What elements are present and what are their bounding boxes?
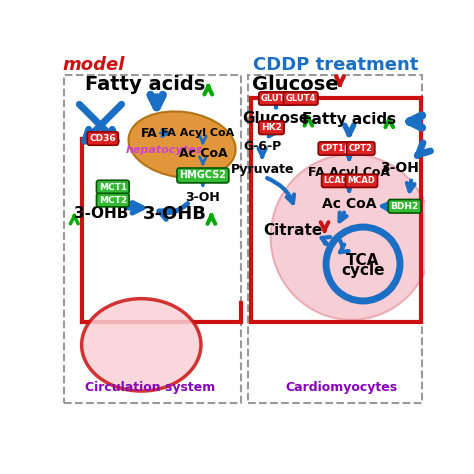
Text: CD36: CD36 [90, 134, 116, 143]
Ellipse shape [271, 154, 432, 320]
Text: 3-OHB: 3-OHB [74, 207, 128, 221]
Text: 3-OH: 3-OH [185, 191, 220, 203]
Text: Fatty acids: Fatty acids [85, 75, 205, 94]
Text: HMGCS2: HMGCS2 [179, 171, 227, 181]
Text: Cardiomyocytes: Cardiomyocytes [285, 381, 398, 394]
Text: MCAD: MCAD [347, 176, 375, 185]
Text: Glucose: Glucose [242, 111, 310, 126]
Text: FA Acyl CoA: FA Acyl CoA [308, 166, 390, 179]
Bar [248, 75, 421, 402]
Text: BDH2: BDH2 [391, 202, 419, 211]
Text: 3-OHB: 3-OHB [143, 205, 206, 223]
Text: MCT1: MCT1 [99, 182, 127, 191]
Text: Circulation system: Circulation system [85, 381, 216, 394]
Text: GLUT1: GLUT1 [261, 94, 291, 103]
Text: Citrate: Citrate [264, 223, 323, 238]
Text: CPT2: CPT2 [349, 144, 373, 153]
Text: hepatocytes: hepatocytes [126, 145, 203, 155]
Text: 3-OH: 3-OH [380, 161, 419, 175]
Ellipse shape [128, 111, 236, 178]
Text: Glucose: Glucose [252, 75, 338, 94]
Text: MCT2: MCT2 [99, 196, 127, 205]
Text: Fatty acids: Fatty acids [302, 112, 396, 127]
Bar [64, 75, 241, 402]
Text: CDDP treatment: CDDP treatment [254, 56, 419, 74]
Text: GLUT4: GLUT4 [285, 94, 316, 103]
Text: model: model [62, 56, 124, 74]
Text: TCA: TCA [346, 253, 380, 268]
Ellipse shape [82, 299, 201, 391]
Text: Pyruvate: Pyruvate [230, 163, 294, 176]
Text: FA Acyl CoA: FA Acyl CoA [161, 128, 234, 138]
Text: Ac CoA: Ac CoA [322, 197, 376, 211]
Text: Ac CoA: Ac CoA [179, 147, 227, 160]
Text: CPT1β: CPT1β [320, 144, 350, 153]
Text: FA: FA [141, 127, 157, 140]
Text: cycle: cycle [341, 264, 385, 278]
Text: G-6-P: G-6-P [243, 140, 281, 154]
Text: LCAD: LCAD [324, 176, 348, 185]
Text: HK2: HK2 [261, 123, 282, 132]
